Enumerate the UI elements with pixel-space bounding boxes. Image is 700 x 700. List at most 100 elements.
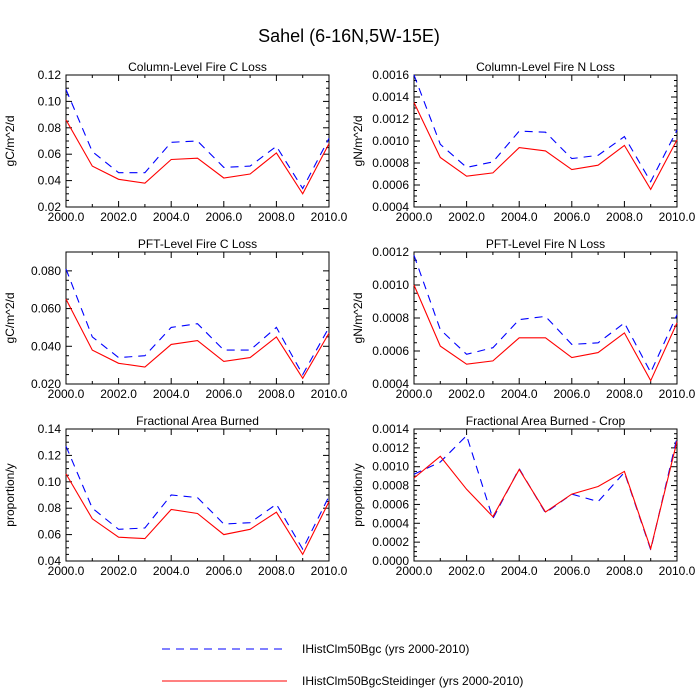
y-tick-label: 0.0008 xyxy=(372,311,409,325)
series-line-steid xyxy=(65,298,330,380)
x-tick-label: 2008.0 xyxy=(258,564,295,578)
legend-label: IHistClm50BgcSteidinger (yrs 2000-2010) xyxy=(302,674,523,688)
y-tick-label: 0.10 xyxy=(38,94,62,108)
plot-frame xyxy=(413,251,678,385)
x-tick-label: 2000.0 xyxy=(396,210,433,224)
y-tick-label: 0.0000 xyxy=(372,554,409,568)
y-tick-label: 0.060 xyxy=(31,302,61,316)
x-tick-label: 2010.0 xyxy=(311,564,348,578)
plot-frame xyxy=(65,74,330,208)
x-tick-label: 2010.0 xyxy=(659,564,696,578)
series-line-bgc xyxy=(65,268,330,376)
x-tick-label: 2004.0 xyxy=(501,387,538,401)
x-tick-label: 2004.0 xyxy=(501,210,538,224)
y-axis-label: gN/m^2/d xyxy=(351,293,365,344)
y-tick-label: 0.06 xyxy=(38,528,62,542)
series-line-steid xyxy=(413,102,678,191)
panel-title: Fractional Area Burned - Crop xyxy=(466,414,626,428)
x-tick-label: 2008.0 xyxy=(606,210,643,224)
figure-title: Sahel (6-16N,5W-15E) xyxy=(258,26,440,46)
panel-title: PFT-Level Fire C Loss xyxy=(138,237,257,251)
series-line-steid xyxy=(413,284,678,382)
chart-panel-5: Fractional Area Burned proportion/y 2000.0… xyxy=(3,414,348,578)
y-axis-label: proportion/y xyxy=(3,463,17,526)
x-tick-label: 2006.0 xyxy=(205,564,242,578)
y-tick-label: 0.020 xyxy=(31,377,61,391)
x-tick-label: 2006.0 xyxy=(553,564,590,578)
y-tick-label: 0.0012 xyxy=(372,112,409,126)
x-tick-label: 2002.0 xyxy=(100,387,137,401)
panel-title: PFT-Level Fire N Loss xyxy=(486,237,605,251)
y-tick-label: 0.0012 xyxy=(372,441,409,455)
y-tick-label: 0.02 xyxy=(38,200,62,214)
series-line-bgc xyxy=(413,74,678,183)
x-tick-label: 2000.0 xyxy=(48,564,85,578)
x-tick-label: 2006.0 xyxy=(553,387,590,401)
x-tick-label: 2004.0 xyxy=(153,387,190,401)
y-tick-label: 0.12 xyxy=(38,448,62,462)
series-line-steid xyxy=(413,441,678,551)
y-tick-label: 0.0010 xyxy=(372,134,409,148)
y-tick-label: 0.0006 xyxy=(372,344,409,358)
x-tick-label: 2000.0 xyxy=(48,387,85,401)
x-tick-label: 2010.0 xyxy=(311,387,348,401)
x-tick-label: 2010.0 xyxy=(311,210,348,224)
chart-panel-3: PFT-Level Fire C Loss gC/m^2/d 2000.0 2002.… xyxy=(3,237,348,401)
x-tick-label: 2008.0 xyxy=(258,210,295,224)
x-tick-label: 2010.0 xyxy=(659,387,696,401)
y-tick-label: 0.10 xyxy=(38,475,62,489)
y-tick-label: 0.080 xyxy=(31,264,61,278)
chart-panel-1: Column-Level Fire C Loss gC/m^2/d 2000.0 20… xyxy=(3,60,348,224)
y-tick-label: 0.0004 xyxy=(372,200,409,214)
x-tick-label: 2010.0 xyxy=(659,210,696,224)
x-tick-label: 2000.0 xyxy=(396,387,433,401)
chart-panel-4: PFT-Level Fire N Loss gN/m^2/d 2000.0 2002.… xyxy=(351,237,696,401)
y-tick-label: 0.04 xyxy=(38,174,62,188)
panel-title: Fractional Area Burned xyxy=(136,414,259,428)
plot-frame xyxy=(65,428,330,562)
x-tick-label: 2004.0 xyxy=(153,564,190,578)
panel-title: Column-Level Fire C Loss xyxy=(128,60,267,74)
y-tick-label: 0.04 xyxy=(38,554,62,568)
y-tick-label: 0.0016 xyxy=(372,68,409,82)
panel-title: Column-Level Fire N Loss xyxy=(476,60,615,74)
x-tick-label: 2000.0 xyxy=(396,564,433,578)
series-line-bgc xyxy=(413,255,678,374)
series-line-steid xyxy=(65,473,330,556)
x-tick-label: 2002.0 xyxy=(448,387,485,401)
series-line-bgc xyxy=(65,445,330,551)
y-tick-label: 0.0004 xyxy=(372,377,409,391)
legend: IHistClm50Bgc (yrs 2000-2010) IHistClm50B… xyxy=(162,642,523,688)
y-tick-label: 0.12 xyxy=(38,68,62,82)
chart-panel-6: Fractional Area Burned - Crop proportion/… xyxy=(351,414,696,578)
y-tick-label: 0.0002 xyxy=(372,535,409,549)
x-tick-label: 2002.0 xyxy=(100,210,137,224)
y-tick-label: 0.06 xyxy=(38,147,62,161)
y-tick-label: 0.0008 xyxy=(372,479,409,493)
y-axis-label: proportion/y xyxy=(351,463,365,526)
y-tick-label: 0.0014 xyxy=(372,90,409,104)
chart-panels: Column-Level Fire C Loss gC/m^2/d 2000.0 20… xyxy=(3,60,696,578)
y-tick-label: 0.040 xyxy=(31,339,61,353)
x-tick-label: 2002.0 xyxy=(100,564,137,578)
y-tick-label: 0.0006 xyxy=(372,497,409,511)
x-tick-label: 2006.0 xyxy=(553,210,590,224)
x-tick-label: 2008.0 xyxy=(606,387,643,401)
y-tick-label: 0.0012 xyxy=(372,245,409,259)
plot-frame xyxy=(65,251,330,385)
series-line-bgc xyxy=(413,434,678,552)
x-tick-label: 2004.0 xyxy=(501,564,538,578)
series-line-bgc xyxy=(65,89,330,190)
y-tick-label: 0.08 xyxy=(38,121,62,135)
y-axis-label: gN/m^2/d xyxy=(351,116,365,167)
y-tick-label: 0.0010 xyxy=(372,460,409,474)
chart-panel-2: Column-Level Fire N Loss gN/m^2/d 2000.0 20… xyxy=(351,60,696,224)
y-tick-label: 0.08 xyxy=(38,501,62,515)
y-axis-label: gC/m^2/d xyxy=(3,116,17,167)
plot-frame xyxy=(413,74,678,208)
x-tick-label: 2004.0 xyxy=(153,210,190,224)
y-tick-label: 0.0004 xyxy=(372,516,409,530)
x-tick-label: 2008.0 xyxy=(258,387,295,401)
y-tick-label: 0.0008 xyxy=(372,156,409,170)
